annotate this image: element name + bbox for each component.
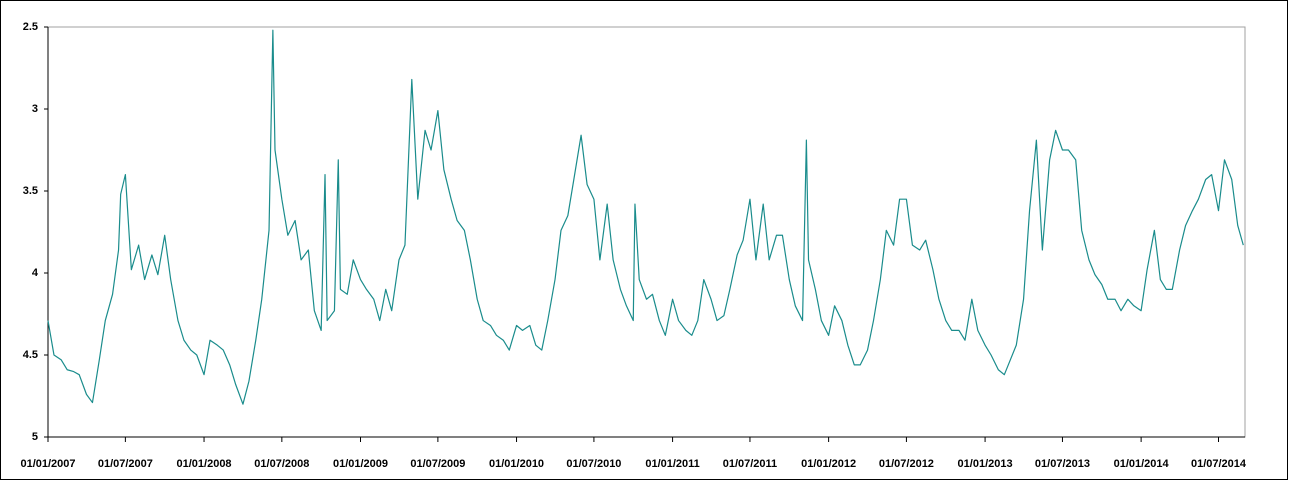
x-tick-label: 01/01/2011: [645, 458, 699, 470]
x-tick-label: 01/01/2010: [489, 458, 544, 470]
x-tick-label: 01/01/2007: [20, 458, 75, 470]
x-tick-label: 01/07/2008: [254, 458, 309, 470]
y-tick-label: 2.5: [23, 21, 38, 33]
x-tick-label: 01/07/2014: [1191, 458, 1247, 470]
x-tick-label: 01/07/2010: [566, 458, 621, 470]
y-tick-label: 3.5: [23, 185, 38, 197]
x-tick-label: 01/01/2013: [958, 458, 1013, 470]
data-line: [47, 29, 1244, 405]
x-tick-label: 01/07/2011: [723, 458, 777, 470]
y-tick-label: 4: [32, 267, 39, 279]
x-tick-label: 01/07/2007: [98, 458, 153, 470]
x-tick-label: 01/01/2008: [177, 458, 232, 470]
x-tick-label: 01/07/2009: [410, 458, 465, 470]
y-tick-label: 4.5: [23, 349, 38, 361]
y-tick-label: 5: [32, 431, 38, 443]
x-tick-label: 01/01/2014: [1114, 458, 1170, 470]
x-tick-label: 01/01/2009: [333, 458, 388, 470]
x-tick-label: 01/07/2013: [1035, 458, 1090, 470]
x-tick-label: 01/07/2012: [879, 458, 934, 470]
y-tick-label: 3: [32, 103, 38, 115]
x-tick-label: 01/01/2012: [801, 458, 856, 470]
